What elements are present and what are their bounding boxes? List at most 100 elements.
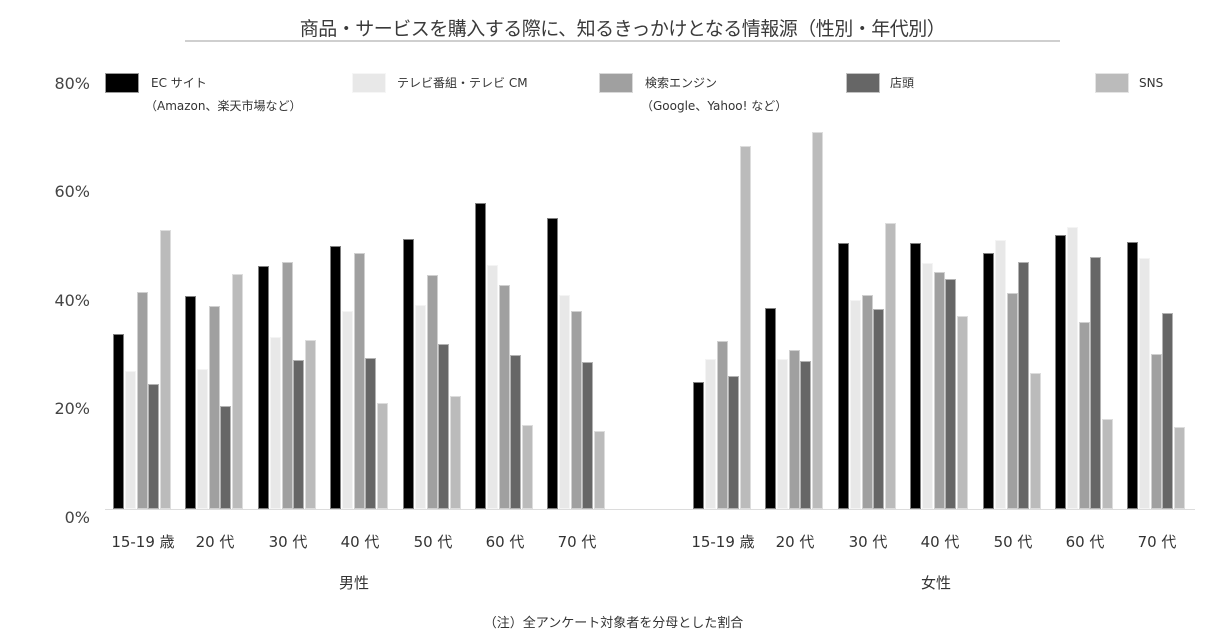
legend-swatch <box>1095 73 1129 93</box>
bar <box>873 308 885 509</box>
bar <box>196 369 208 509</box>
legend-label: 検索エンジン <box>645 76 718 90</box>
bar <box>812 131 824 509</box>
bar <box>945 278 957 509</box>
bar <box>377 403 389 509</box>
bar <box>1174 427 1186 509</box>
y-tick: 0% <box>64 508 90 527</box>
x-tick: 15-19 歳 <box>111 533 175 551</box>
bar <box>136 292 148 509</box>
x-axis-line <box>105 509 1195 510</box>
bar <box>365 358 377 509</box>
chart-title: 商品・サービスを購入する際に、知るきっかけとなる情報源（性別・年代別） <box>299 18 946 40</box>
bar <box>1138 257 1150 509</box>
bar <box>330 245 341 509</box>
legend-swatch <box>352 73 386 93</box>
bar <box>861 295 873 509</box>
bar <box>208 306 220 509</box>
bar <box>403 238 414 509</box>
bar <box>693 382 704 509</box>
bar <box>704 359 716 509</box>
bar <box>148 384 160 509</box>
bar <box>776 359 788 509</box>
bar <box>1030 372 1042 509</box>
bar <box>558 295 570 509</box>
group-label-male: 男性 <box>339 574 370 592</box>
group-label-female: 女性 <box>921 574 952 592</box>
legend-swatch <box>599 73 633 93</box>
x-tick: 60 代 <box>1065 533 1105 551</box>
x-tick: 60 代 <box>485 533 525 551</box>
legend-swatch <box>105 73 139 93</box>
x-tick: 30 代 <box>848 533 888 551</box>
bar <box>910 243 921 509</box>
y-tick: 80% <box>54 74 90 93</box>
bar <box>800 360 812 509</box>
legend-sublabel: （Amazon、楽天市場など） <box>145 99 302 113</box>
bar <box>220 405 232 509</box>
footnote: （注）全アンケート対象者を分母とした割合 <box>483 616 744 631</box>
bar <box>570 310 582 509</box>
bar <box>486 264 498 509</box>
bar <box>475 203 486 509</box>
bar <box>258 265 269 509</box>
bar <box>1090 256 1102 509</box>
x-tick: 15-19 歳 <box>691 533 755 551</box>
bar <box>582 361 594 509</box>
y-tick: 20% <box>54 399 90 418</box>
bar <box>885 223 897 509</box>
legend-label: SNS <box>1139 76 1164 90</box>
bar <box>716 340 728 509</box>
bar <box>113 333 124 509</box>
bar <box>1150 353 1162 509</box>
bar <box>438 344 450 509</box>
bar <box>1102 418 1114 509</box>
bar <box>921 263 933 509</box>
bar <box>124 371 136 509</box>
bar <box>353 252 365 509</box>
bar <box>1006 293 1018 509</box>
y-tick: 60% <box>54 182 90 201</box>
bar <box>728 376 740 509</box>
legend-label: 店頭 <box>890 76 915 90</box>
bar <box>740 146 752 509</box>
bar <box>281 262 293 509</box>
legend-label: EC サイト <box>151 76 207 90</box>
bar <box>293 359 305 509</box>
bar <box>594 430 606 509</box>
legend-sublabel: （Google、Yahoo! など） <box>641 99 788 113</box>
x-tick: 70 代 <box>557 533 597 551</box>
x-tick: 50 代 <box>413 533 453 551</box>
legend-label: テレビ番組・テレビ CM <box>397 76 528 90</box>
bar <box>450 396 462 509</box>
bar <box>994 239 1006 509</box>
bar <box>547 218 558 509</box>
title-underline <box>185 40 1060 42</box>
bar <box>305 339 317 509</box>
bar <box>1018 262 1030 509</box>
bar <box>269 337 281 509</box>
bar <box>510 354 522 509</box>
bar <box>838 243 849 509</box>
x-tick: 30 代 <box>268 533 308 551</box>
x-tick: 20 代 <box>775 533 815 551</box>
bar <box>788 350 800 509</box>
bar <box>522 424 534 509</box>
bar <box>765 308 776 509</box>
bar <box>498 284 510 509</box>
bar <box>1055 235 1066 509</box>
x-tick: 50 代 <box>993 533 1033 551</box>
bar <box>1066 226 1078 509</box>
bar <box>849 300 861 509</box>
bar <box>232 274 244 509</box>
bar <box>957 315 969 509</box>
x-tick: 40 代 <box>340 533 380 551</box>
legend-swatch <box>846 73 880 93</box>
x-tick: 70 代 <box>1137 533 1177 551</box>
x-tick: 40 代 <box>920 533 960 551</box>
bar <box>185 295 196 509</box>
bar <box>414 305 426 509</box>
bar <box>933 271 945 509</box>
bar <box>1127 242 1138 509</box>
bar <box>426 275 438 509</box>
